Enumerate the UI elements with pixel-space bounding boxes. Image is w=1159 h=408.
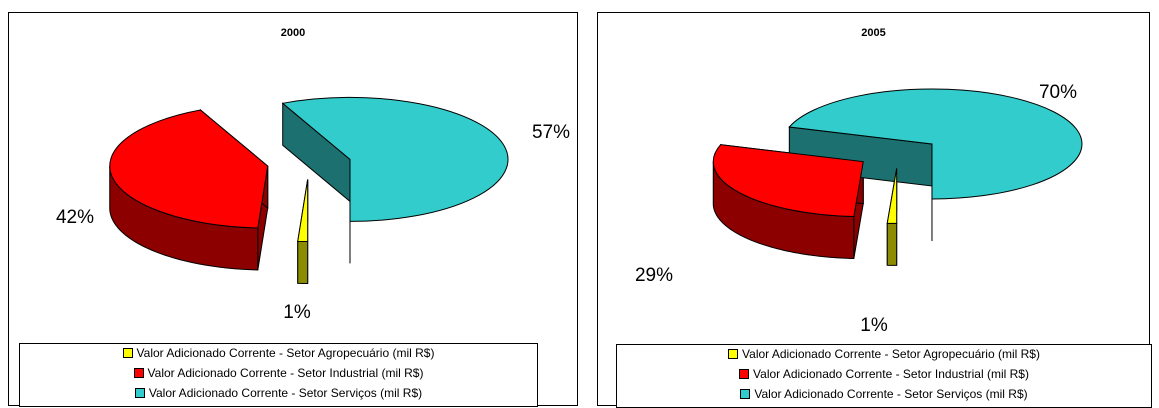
legend-item-industrial: Valor Adicionado Corrente - Setor Indust… [617, 367, 1151, 381]
pie-slice-agropecuario [297, 179, 309, 242]
chart-title: 2000 [280, 27, 306, 39]
pie-chart-2005: 2005 1% 29% 70% Valor Adicionado Corrente … [597, 12, 1152, 408]
legend-swatch-agropecuario [122, 348, 133, 358]
legend-swatch-servicos [134, 388, 145, 398]
pie-labels: 1% 42% 57% [56, 122, 570, 323]
legend-swatch-industrial [133, 368, 144, 378]
data-label-industrial: 42% [56, 207, 94, 228]
legend-item-agropecuario: Valor Adicionado Corrente - Setor Agrope… [20, 346, 537, 360]
legend-label: Valor Adicionado Corrente - Setor Serviç… [148, 386, 423, 400]
pie-slice-servicos [788, 88, 1083, 200]
legend: Valor Adicionado Corrente - Setor Agrope… [19, 343, 538, 407]
chart-title: 2005 [861, 27, 886, 39]
pie-chart-2000: 2000 1% 42% 57% Valor Adicionado Corrente … [8, 12, 578, 407]
legend: Valor Adicionado Corrente - Setor Agrope… [616, 344, 1152, 408]
data-label-agropecuario: 1% [283, 302, 311, 323]
pie-plot-area: 1% 29% 70% [635, 82, 1083, 336]
pie-slice-agropecuario-side [886, 222, 898, 266]
legend-label: Valor Adicionado Corrente - Setor Agrope… [136, 346, 435, 360]
legend-swatch-industrial [739, 369, 750, 379]
pie-slice-agropecuario [886, 168, 898, 224]
legend-swatch-servicos [740, 389, 751, 399]
pie-slice-agropecuario-side [297, 240, 309, 284]
data-label-servicos: 57% [532, 122, 570, 143]
legend-item-agropecuario: Valor Adicionado Corrente - Setor Agrope… [617, 347, 1151, 361]
legend-label: Valor Adicionado Corrente - Setor Indust… [753, 367, 1029, 381]
legend-label: Valor Adicionado Corrente - Setor Indust… [147, 366, 424, 380]
legend-swatch-agropecuario [728, 349, 739, 359]
data-label-servicos: 70% [1039, 82, 1077, 103]
data-label-agropecuario: 1% [860, 315, 888, 336]
legend-item-servicos: Valor Adicionado Corrente - Setor Serviç… [20, 386, 537, 400]
pie-plot-area: 1% 42% 57% [56, 96, 570, 323]
pie-slice-servicos [281, 96, 509, 222]
pie-tops [712, 88, 1083, 224]
pie-slice-industrial [712, 144, 864, 218]
data-label-industrial: 29% [635, 265, 673, 286]
legend-label: Valor Adicionado Corrente - Setor Agrope… [742, 347, 1040, 361]
legend-item-servicos: Valor Adicionado Corrente - Setor Serviç… [617, 387, 1151, 401]
pie-slice-industrial [109, 109, 269, 229]
legend-label: Valor Adicionado Corrente - Setor Serviç… [754, 387, 1028, 401]
legend-item-industrial: Valor Adicionado Corrente - Setor Indust… [20, 366, 537, 380]
pie-labels: 1% 29% 70% [635, 82, 1077, 336]
pie-tops [109, 96, 509, 242]
